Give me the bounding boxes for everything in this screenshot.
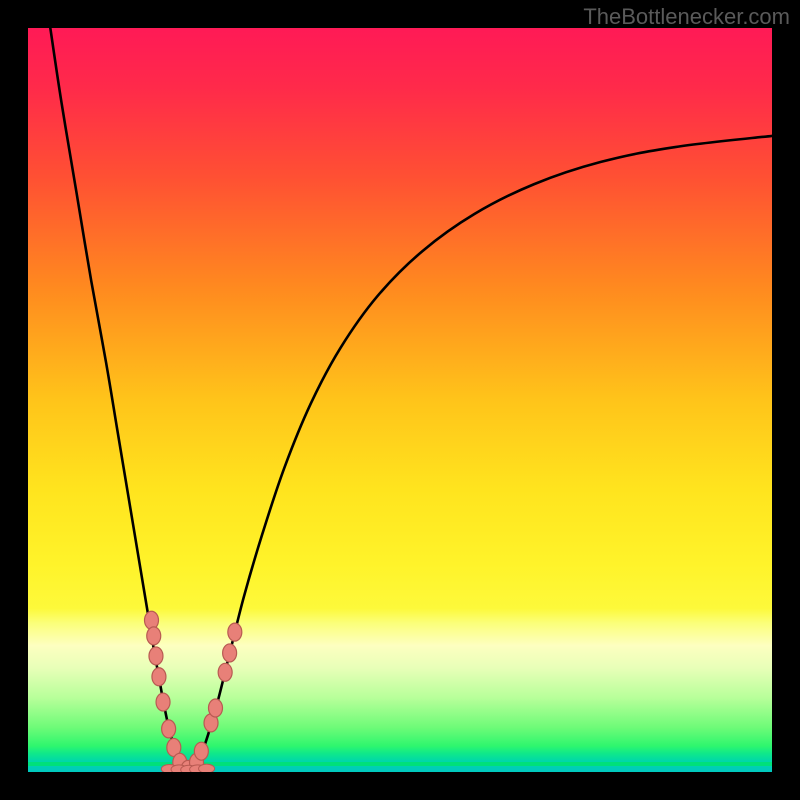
bottom-accent-bar (28, 762, 772, 766)
data-marker (156, 693, 170, 711)
data-marker (208, 699, 222, 717)
plot-background (28, 28, 772, 772)
data-marker (194, 742, 208, 760)
watermark-text: TheBottlenecker.com (583, 4, 790, 30)
data-marker (218, 663, 232, 681)
data-marker (147, 627, 161, 645)
data-marker (149, 647, 163, 665)
data-marker (145, 611, 159, 629)
data-marker (228, 623, 242, 641)
data-marker (152, 668, 166, 686)
chart-container: TheBottlenecker.com (0, 0, 800, 800)
chart-svg (0, 0, 800, 800)
data-marker-flat (199, 764, 215, 773)
data-marker (162, 720, 176, 738)
data-marker (223, 644, 237, 662)
